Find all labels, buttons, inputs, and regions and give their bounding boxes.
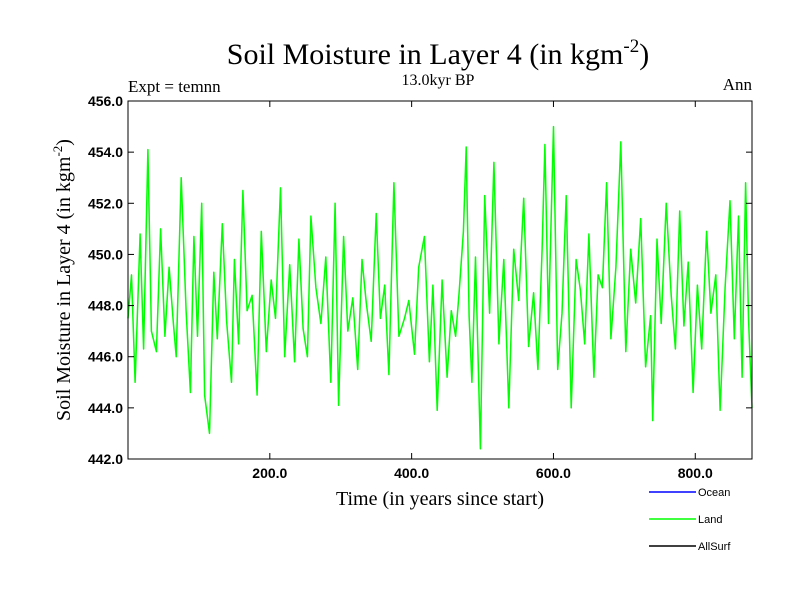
y-tick-label: 452.0 (88, 195, 123, 211)
y-tick-label: 444.0 (88, 400, 123, 416)
experiment-label: Expt = temnn (128, 77, 221, 96)
x-axis-label: Time (in years since start) (336, 488, 544, 510)
chart-subtitle: 13.0kyr BP (402, 72, 475, 89)
x-tick-label: 600.0 (536, 465, 571, 481)
x-tick-label: 800.0 (678, 465, 713, 481)
y-tick-label: 448.0 (88, 298, 123, 314)
y-tick-label: 442.0 (88, 451, 123, 467)
season-label: Ann (723, 75, 753, 94)
legend-label-land: Land (698, 514, 722, 526)
legend-label-ocean: Ocean (698, 487, 730, 499)
series-line-land (127, 125, 753, 450)
y-tick-label: 450.0 (88, 246, 123, 262)
y-tick-label: 456.0 (88, 93, 123, 109)
plot-area (127, 125, 753, 450)
chart-title: Soil Moisture in Layer 4 (in kgm-2) (227, 36, 649, 71)
plot-frame (127, 100, 753, 460)
legend-label-allsurf: AllSurf (698, 541, 731, 553)
legend: Ocean Land AllSurf (649, 487, 731, 553)
y-tick-label: 454.0 (88, 144, 123, 160)
y-tick-label: 446.0 (88, 349, 123, 365)
x-tick-label: 400.0 (394, 465, 429, 481)
x-tick-label: 200.0 (252, 465, 287, 481)
x-axis: 200.0 400.0 600.0 800.0 (252, 101, 713, 481)
y-axis-label: Soil Moisture in Layer 4 (in kgm-2) (50, 139, 75, 421)
y-axis: 442.0 444.0 446.0 448.0 450.0 452.0 454.0 456.0 (88, 93, 752, 467)
